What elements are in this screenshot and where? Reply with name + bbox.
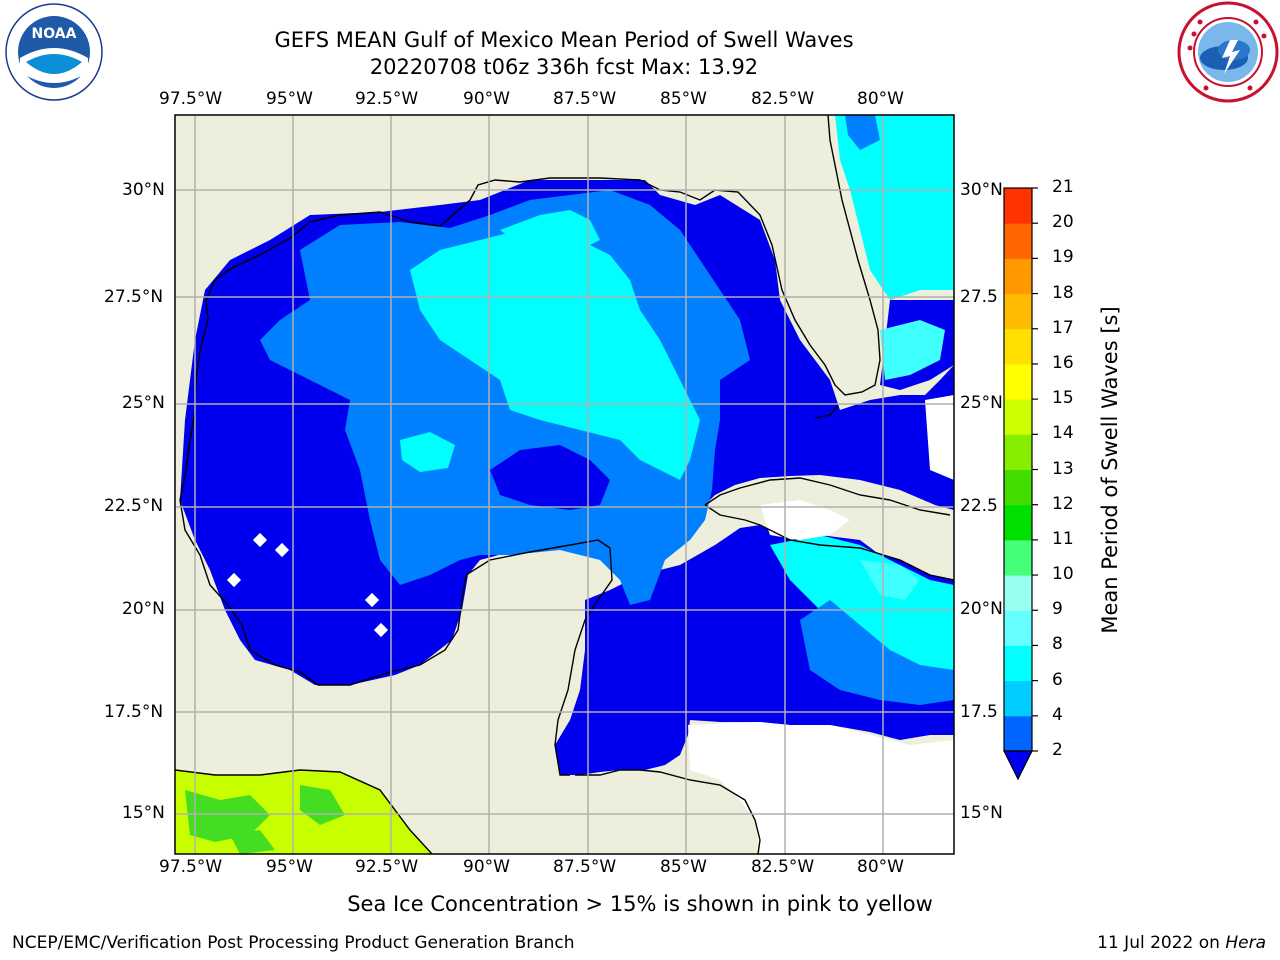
colorbar-segment <box>1004 434 1032 470</box>
colorbar-tick-label: 11 <box>1052 528 1074 549</box>
lon-label-bottom-90: 90°W <box>463 857 510 877</box>
colorbar-label-text: Mean Period of Swell Waves [s] <box>1098 306 1122 634</box>
lat-label-left-22.5: 22.5°N <box>104 496 164 516</box>
lon-label-bottom-95: 95°W <box>266 857 313 877</box>
colorbar-tick-label: 8 <box>1052 634 1063 655</box>
lat-label-left-25: 25°N <box>122 393 165 413</box>
lat-label-right-22.5: 22.5 <box>960 496 998 516</box>
colorbar-tick-label: 9 <box>1052 599 1063 620</box>
lon-label-top-85: 85°W <box>660 89 707 109</box>
colorbar-tick-label: 17 <box>1052 317 1074 338</box>
us-gulf-coastline <box>179 115 881 501</box>
lat-label-right-15: 15°N <box>960 803 1003 823</box>
lon-label-bottom-85: 85°W <box>660 857 707 877</box>
credit-text: NCEP/EMC/Verification Post Processing Pr… <box>12 933 575 953</box>
colorbar-extend-arrow <box>1003 750 1033 781</box>
lat-label-left-17.5: 17.5°N <box>104 702 164 722</box>
colorbar-segment <box>1004 223 1032 259</box>
colorbar-tick-label: 19 <box>1052 247 1074 268</box>
colorbar-tick-label: 12 <box>1052 493 1074 514</box>
lat-label-right-17.5: 17.5 <box>960 702 998 722</box>
colorbar-segment <box>1004 680 1032 717</box>
chart-subtitle: 20220708 t06z 336h fcst Max: 13.92 <box>369 55 759 79</box>
lon-label-bottom-92.5: 92.5°W <box>355 857 419 877</box>
colorbar-tick-label: 13 <box>1052 458 1074 479</box>
lat-label-left-20: 20°N <box>122 599 165 619</box>
sea-ice-note-text: Sea Ice Concentration > 15% is shown in … <box>347 892 933 916</box>
colorbar-segment <box>1004 539 1032 576</box>
honduras-coastline <box>575 769 761 854</box>
lon-label-top-87.5: 87.5°W <box>553 89 617 109</box>
lon-label-top-97.5: 97.5°W <box>159 89 223 109</box>
noaa-logo-text: NOAA <box>32 26 77 42</box>
colorbar-tick-label: 14 <box>1052 423 1074 444</box>
lon-label-bottom-82.5: 82.5°W <box>751 857 815 877</box>
colorbar-segment <box>1004 399 1032 435</box>
lon-label-top-80: 80°W <box>857 89 904 109</box>
colorbar-segment <box>1004 610 1032 646</box>
date-stamp: 11 Jul 2022 on Hera <box>1097 933 1266 953</box>
lat-label-right-27.5: 27.5 <box>960 287 998 307</box>
pacific-coastline <box>175 769 433 854</box>
host-name: Hera <box>1225 933 1266 953</box>
colorbar-segment <box>1004 293 1032 330</box>
date-text: 11 Jul 2022 on <box>1097 933 1226 953</box>
colorbar-segment <box>1004 363 1032 400</box>
lat-label-left-27.5: 27.5°N <box>104 287 164 307</box>
lat-label-right-30: 30°N <box>960 180 1003 200</box>
colorbar-tick-label: 4 <box>1052 704 1063 725</box>
chart-title: GEFS MEAN Gulf of Mexico Mean Period of … <box>274 28 854 52</box>
colorbar-segment <box>1004 575 1032 611</box>
lat-label-left-15: 15°N <box>122 803 165 823</box>
colorbar-segment <box>1004 645 1032 682</box>
lat-label-right-25: 25°N <box>960 393 1003 413</box>
lon-label-bottom-97.5: 97.5°W <box>159 857 223 877</box>
lon-label-bottom-87.5: 87.5°W <box>553 857 617 877</box>
colorbar-tick-label: 16 <box>1052 352 1074 373</box>
lon-label-top-95: 95°W <box>266 89 313 109</box>
map-gridlines <box>175 115 954 854</box>
lon-label-top-90: 90°W <box>463 89 510 109</box>
colorbar-tick-label: 20 <box>1052 212 1074 233</box>
colorbar-tick-label: 15 <box>1052 388 1074 409</box>
colorbar-tick-label: 6 <box>1052 669 1063 690</box>
colorbar-segment <box>1004 469 1032 506</box>
lat-label-right-20: 20°N <box>960 599 1003 619</box>
colorbar-segment <box>1004 715 1032 752</box>
lon-label-top-82.5: 82.5°W <box>751 89 815 109</box>
lat-label-left-30: 30°N <box>122 180 165 200</box>
colorbar-tick-label: 2 <box>1052 740 1063 760</box>
colorbar-segment <box>1004 188 1032 224</box>
colorbar-segment <box>1004 328 1032 365</box>
colorbar-segment <box>1004 258 1032 295</box>
colorbar-label: Mean Period of Swell Waves [s] <box>1098 110 1122 633</box>
sea-ice-note: Sea Ice Concentration > 15% is shown in … <box>0 892 1280 916</box>
lon-label-bottom-80: 80°W <box>857 857 904 877</box>
map-frame <box>174 114 955 855</box>
lon-label-top-92.5: 92.5°W <box>355 89 419 109</box>
cuba-south-coastline <box>704 504 954 581</box>
colorbar-tick-label: 10 <box>1052 564 1074 585</box>
cuba-coastline <box>704 477 951 516</box>
noaa-logo: NOAA <box>5 3 103 101</box>
colorbar-tick-label: 18 <box>1052 282 1074 303</box>
colorbar-segment <box>1004 504 1032 541</box>
nws-logo <box>1177 1 1279 103</box>
colorbar <box>1003 187 1038 781</box>
mexico-coastline <box>179 499 613 776</box>
colorbar-tick-label: 21 <box>1052 177 1074 197</box>
